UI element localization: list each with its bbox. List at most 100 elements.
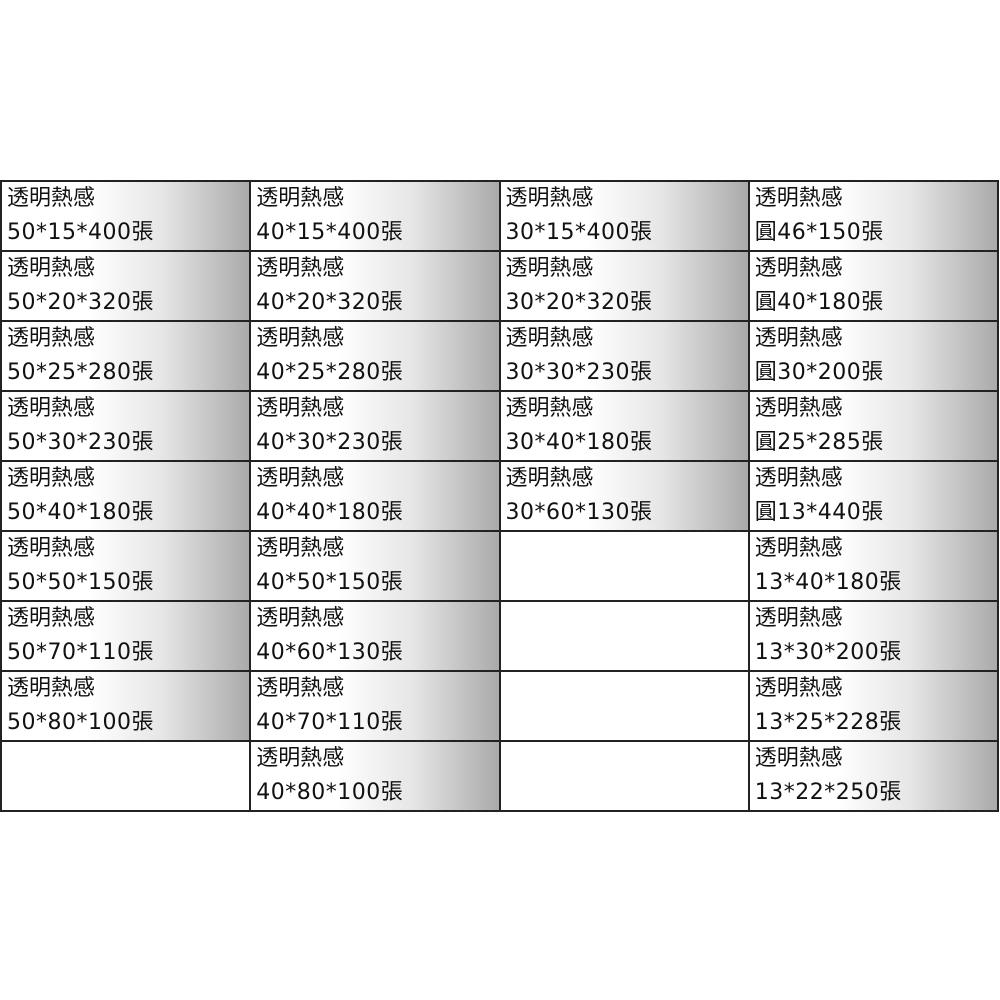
product-cell: 透明熱感 40*60*130張 — [249, 600, 501, 672]
product-name: 透明熱感 — [754, 256, 843, 281]
product-cell: 透明熱感 30*30*230張 — [498, 320, 750, 392]
table-row: 透明熱感 50*30*230張 透明熱感 40*30*230張 透明熱感 30*40*18… — [0, 390, 1000, 462]
product-name: 透明熱感 — [754, 396, 843, 421]
product-size: 30*40*180張 — [505, 430, 653, 455]
product-size: 圓30*200張 — [754, 360, 884, 385]
product-name: 透明熱感 — [7, 606, 96, 631]
product-size: 40*80*100張 — [256, 780, 404, 805]
product-name: 透明熱感 — [754, 606, 843, 631]
product-name: 透明熱感 — [505, 396, 594, 421]
product-name: 透明熱感 — [754, 186, 843, 211]
product-name: 透明熱感 — [7, 186, 96, 211]
product-size: 50*80*100張 — [7, 710, 154, 735]
product-size: 50*40*180張 — [7, 500, 154, 525]
product-name: 透明熱感 — [256, 746, 345, 771]
product-cell: 透明熱感圓40*180張 — [747, 250, 1000, 322]
product-size: 圓13*440張 — [754, 500, 884, 525]
product-cell: 透明熱感 50*40*180張 — [0, 460, 252, 532]
product-name: 透明熱感 — [256, 186, 345, 211]
product-size: 40*70*110張 — [256, 710, 404, 735]
product-size: 50*15*400張 — [7, 220, 154, 245]
empty-cell — [0, 740, 252, 812]
product-size: 40*40*180張 — [256, 500, 404, 525]
product-size: 圓40*180張 — [754, 290, 884, 315]
product-cell: 透明熱感圓30*200張 — [747, 320, 1000, 392]
product-size: 50*70*110張 — [7, 640, 154, 665]
product-size: 圓46*150張 — [754, 220, 884, 245]
product-name: 透明熱感 — [754, 676, 843, 701]
product-name: 透明熱感 — [7, 256, 96, 281]
product-name: 透明熱感 — [505, 186, 594, 211]
product-name: 透明熱感 — [505, 466, 594, 491]
table-row: 透明熱感 50*15*400張 透明熱感 40*15*400張 透明熱感 30*15*40… — [0, 180, 1000, 252]
product-name: 透明熱感 — [256, 256, 345, 281]
product-size: 50*30*230張 — [7, 430, 154, 455]
product-cell: 透明熱感 40*50*150張 — [249, 530, 501, 602]
product-cell: 透明熱感圓46*150張 — [747, 180, 1000, 252]
product-cell: 透明熱感 40*40*180張 — [249, 460, 501, 532]
product-cell: 透明熱感 13*25*228張 — [747, 670, 1000, 742]
product-size: 50*20*320張 — [7, 290, 154, 315]
product-name: 透明熱感 — [256, 606, 345, 631]
product-size: 40*50*150張 — [256, 570, 404, 595]
product-name: 透明熱感 — [505, 326, 594, 351]
product-size: 30*20*320張 — [505, 290, 653, 315]
product-name: 透明熱感 — [754, 746, 843, 771]
product-size: 13*25*228張 — [754, 710, 902, 735]
product-name: 透明熱感 — [754, 536, 843, 561]
product-name: 透明熱感 — [7, 676, 96, 701]
product-size: 30*30*230張 — [505, 360, 653, 385]
product-size: 50*25*280張 — [7, 360, 154, 385]
product-size: 50*50*150張 — [7, 570, 154, 595]
product-size: 40*15*400張 — [256, 220, 404, 245]
product-cell: 透明熱感 13*30*200張 — [747, 600, 1000, 672]
product-cell: 透明熱感 40*80*100張 — [249, 740, 501, 812]
product-cell: 透明熱感圓13*440張 — [747, 460, 1000, 532]
product-size: 圓25*285張 — [754, 430, 884, 455]
product-name: 透明熱感 — [754, 466, 843, 491]
product-cell: 透明熱感 40*70*110張 — [249, 670, 501, 742]
table-row: 透明熱感 50*25*280張 透明熱感 40*25*280張 透明熱感 30*30*23… — [0, 320, 1000, 392]
product-size-table: 透明熱感 50*15*400張 透明熱感 40*15*400張 透明熱感 30*15*40… — [0, 180, 1000, 812]
product-name: 透明熱感 — [7, 396, 96, 421]
product-cell: 透明熱感 50*20*320張 — [0, 250, 252, 322]
empty-cell — [498, 740, 750, 812]
table-row: 透明熱感 50*50*150張 透明熱感 40*50*150張 透明熱感 13*40*18… — [0, 530, 1000, 602]
product-cell: 透明熱感 40*20*320張 — [249, 250, 501, 322]
product-cell: 透明熱感 30*15*400張 — [498, 180, 750, 252]
product-size: 30*15*400張 — [505, 220, 653, 245]
product-name: 透明熱感 — [7, 466, 96, 491]
product-name: 透明熱感 — [256, 396, 345, 421]
product-cell: 透明熱感 50*50*150張 — [0, 530, 252, 602]
product-cell: 透明熱感 30*60*130張 — [498, 460, 750, 532]
product-cell: 透明熱感圓25*285張 — [747, 390, 1000, 462]
table-row: 透明熱感 50*40*180張 透明熱感 40*40*180張 透明熱感 30*60*13… — [0, 460, 1000, 532]
product-cell: 透明熱感 50*15*400張 — [0, 180, 252, 252]
empty-cell — [498, 530, 750, 602]
product-size: 13*40*180張 — [754, 570, 902, 595]
product-name: 透明熱感 — [754, 326, 843, 351]
table-row: 透明熱感 50*70*110張 透明熱感 40*60*130張 透明熱感 13*30*20… — [0, 600, 1000, 672]
product-cell: 透明熱感 40*30*230張 — [249, 390, 501, 462]
product-size: 13*22*250張 — [754, 780, 902, 805]
product-cell: 透明熱感 50*70*110張 — [0, 600, 252, 672]
empty-cell — [498, 670, 750, 742]
product-size: 30*60*130張 — [505, 500, 653, 525]
product-cell: 透明熱感 50*30*230張 — [0, 390, 252, 462]
product-name: 透明熱感 — [256, 466, 345, 491]
product-cell: 透明熱感 13*22*250張 — [747, 740, 1000, 812]
product-name: 透明熱感 — [7, 326, 96, 351]
product-name: 透明熱感 — [256, 326, 345, 351]
product-cell: 透明熱感 50*80*100張 — [0, 670, 252, 742]
product-cell: 透明熱感 30*40*180張 — [498, 390, 750, 462]
product-name: 透明熱感 — [505, 256, 594, 281]
product-cell: 透明熱感 50*25*280張 — [0, 320, 252, 392]
product-size: 40*60*130張 — [256, 640, 404, 665]
product-name: 透明熱感 — [7, 536, 96, 561]
table-row: 透明熱感 40*80*100張 透明熱感 13*22*250張 — [0, 740, 1000, 812]
table-row: 透明熱感 50*20*320張 透明熱感 40*20*320張 透明熱感 30*20*32… — [0, 250, 1000, 322]
product-name: 透明熱感 — [256, 676, 345, 701]
product-cell: 透明熱感 40*25*280張 — [249, 320, 501, 392]
product-size: 40*20*320張 — [256, 290, 404, 315]
product-size: 13*30*200張 — [754, 640, 902, 665]
